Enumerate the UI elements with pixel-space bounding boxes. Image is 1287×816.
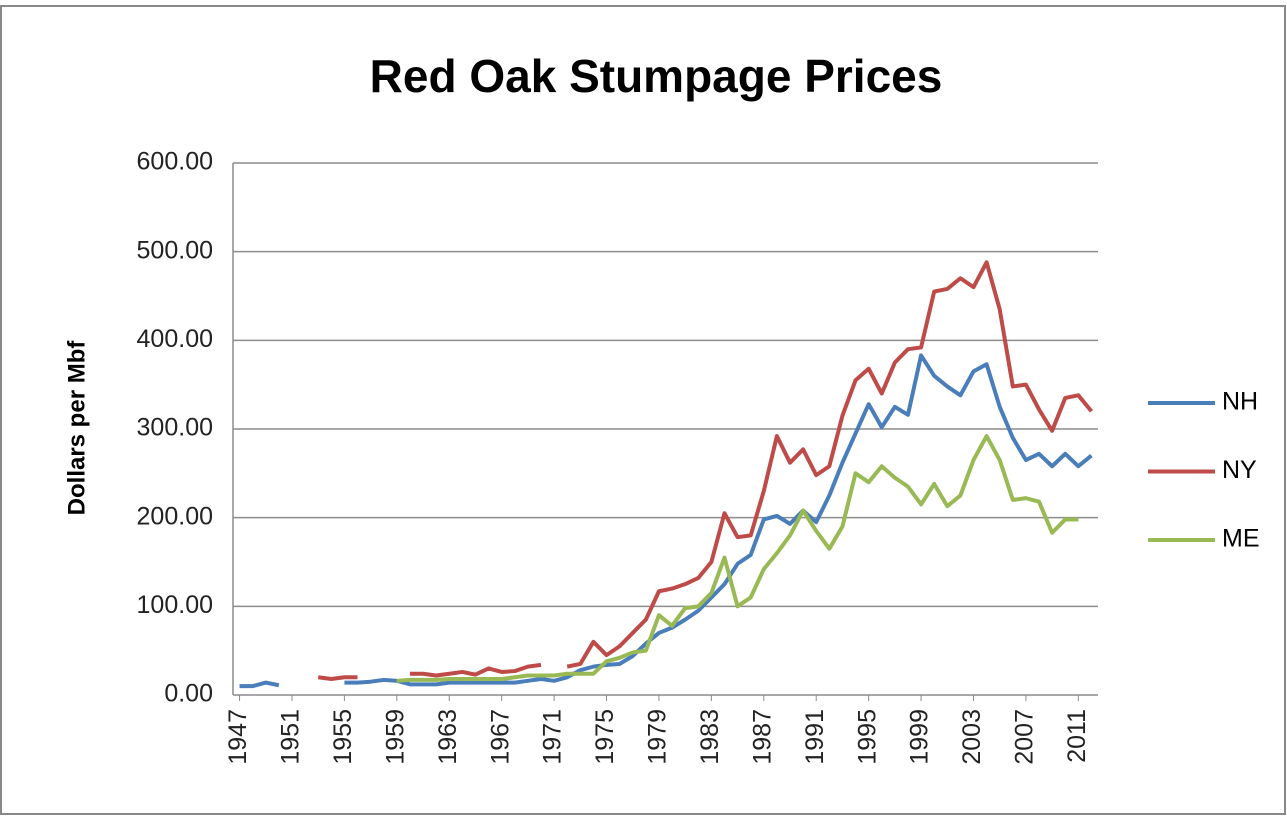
legend-label: NY [1222,456,1257,484]
series-line [317,260,1093,682]
y-axis-label: Dollars per Mbf [63,340,90,516]
chart-frame [0,5,1286,815]
y-tick-label: 100.00 [137,591,213,619]
x-tick-label: 1975 [591,709,619,765]
x-tick-label: 1971 [539,709,567,765]
series-line [396,434,1079,683]
x-tick-label: 1995 [853,709,881,765]
x-tick-label: 1967 [486,709,514,765]
y-tick-label: 500.00 [137,236,213,264]
y-tick-label: 400.00 [137,325,213,353]
y-tick-label: 300.00 [137,414,213,442]
x-tick-label: 2011 [1063,709,1091,763]
y-tick-label: 600.00 [137,148,213,176]
x-tick-label: 1983 [696,709,724,765]
y-tick-label: 200.00 [137,502,213,530]
x-tick-label: 2003 [958,709,986,765]
x-tick-label: 1955 [329,709,357,765]
x-tick-label: 1999 [906,709,934,765]
x-tick-label: 1951 [277,709,305,765]
x-tick-label: 1991 [801,709,829,765]
x-tick-label: 2007 [1011,709,1039,765]
x-tick-label: 1947 [224,709,252,765]
x-tick-label: 1959 [381,709,409,765]
series-line [239,353,1093,689]
y-tick-label: 0.00 [164,680,213,708]
x-tick-label: 1963 [434,709,462,765]
x-tick-label: 1979 [644,709,672,765]
x-tick-label: 1987 [748,709,776,765]
chart-title: Red Oak Stumpage Prices [370,50,943,102]
legend-label: NH [1222,388,1258,416]
legend-label: ME [1222,525,1260,553]
